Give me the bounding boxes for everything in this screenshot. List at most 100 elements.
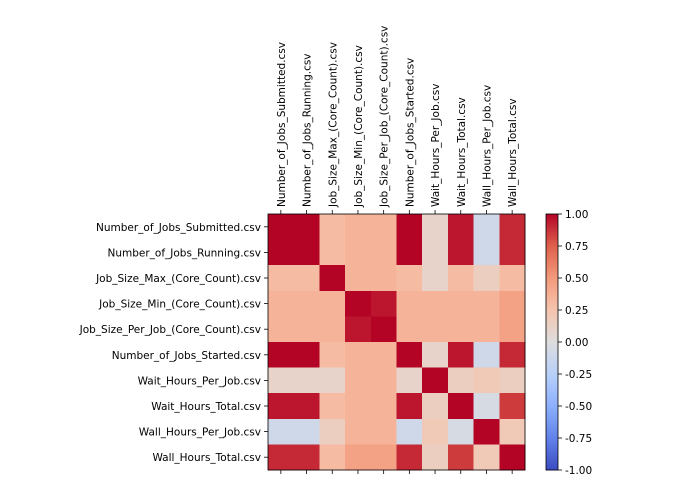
heatmap-cell-r9-c1 (293, 444, 320, 471)
colorbar-segment (546, 288, 558, 291)
colorbar-segment (546, 346, 558, 349)
colorbar-segment (546, 322, 558, 325)
heatmap-cell-r8-c7 (447, 418, 474, 445)
colorbar-segment (546, 332, 558, 335)
colorbar-segment (546, 230, 558, 233)
heatmap-cell-r6-c5 (396, 367, 423, 394)
x-tick-label: Number_of_Jobs_Submitted.csv (276, 42, 288, 207)
heatmap-cell-r7-c6 (422, 393, 449, 420)
heatmap-cell-r5-c8 (473, 342, 500, 368)
colorbar-segment (546, 238, 558, 241)
colorbar-segment (546, 308, 558, 311)
colorbar-segment (546, 402, 558, 405)
colorbar-segment (546, 400, 558, 403)
colorbar-segment (546, 234, 558, 237)
colorbar-segment (546, 394, 558, 397)
heatmap-cell-r2-c1 (293, 265, 320, 292)
heatmap-cell-r6-c3 (345, 367, 372, 394)
heatmap-cell-r1-c0 (268, 239, 294, 266)
colorbar-segment (546, 340, 558, 343)
colorbar-segment (546, 342, 558, 345)
colorbar-segment (546, 408, 558, 411)
heatmap-cell-r6-c8 (473, 367, 500, 394)
colorbar-segment (546, 296, 558, 299)
heatmap-cell-r1-c9 (499, 239, 526, 266)
colorbar-segment (546, 414, 558, 417)
heatmap-cell-r8-c0 (268, 418, 294, 445)
colorbar-tick-label: 0.50 (565, 273, 588, 285)
x-tick-label: Job_Size_Min_(Core_Count).csv (353, 45, 365, 208)
heatmap-cells (267, 213, 526, 471)
colorbar-segment (546, 442, 558, 445)
colorbar-segment (546, 374, 558, 377)
colorbar-segment (546, 384, 558, 387)
heatmap-cell-r4-c0 (268, 316, 294, 343)
colorbar-segment (546, 454, 558, 457)
heatmap-cell-r7-c3 (345, 393, 372, 420)
heatmap-cell-r2-c5 (396, 265, 423, 292)
heatmap-cell-r8-c8 (473, 418, 500, 445)
heatmap-cell-r0-c3 (345, 214, 372, 240)
heatmap-cell-r5-c0 (268, 342, 294, 368)
heatmap-cell-r9-c3 (345, 444, 372, 471)
colorbar-segment (546, 380, 558, 383)
colorbar-segment (546, 388, 558, 391)
colorbar-segment (546, 382, 558, 385)
colorbar-segment (546, 252, 558, 255)
colorbar-segment (546, 326, 558, 329)
heatmap-cell-r2-c8 (473, 265, 500, 292)
heatmap-cell-r9-c9 (499, 444, 526, 471)
colorbar-segment (546, 434, 558, 437)
heatmap-cell-r5-c4 (370, 342, 397, 368)
colorbar-segment (546, 298, 558, 301)
colorbar-segment (546, 392, 558, 395)
heatmap-cell-r9-c5 (396, 444, 423, 471)
colorbar-segment (546, 362, 558, 365)
heatmap-cell-r3-c1 (293, 290, 320, 317)
colorbar-segment (546, 390, 558, 393)
heatmap-cell-r7-c5 (396, 393, 423, 420)
colorbar-segment (546, 438, 558, 441)
colorbar-segment (546, 456, 558, 459)
x-tick-label: Wall_Hours_Total.csv (507, 98, 519, 207)
heatmap-cell-r7-c2 (319, 393, 346, 420)
heatmap-cell-r6-c2 (319, 367, 346, 394)
colorbar-segment (546, 368, 558, 371)
heatmap-cell-r1-c6 (422, 239, 449, 266)
colorbar-tick-label: 0.75 (565, 241, 588, 253)
colorbar-segment (546, 316, 558, 319)
heatmap-cell-r4-c8 (473, 316, 500, 343)
colorbar-segment (546, 224, 558, 227)
colorbar-segment (546, 232, 558, 235)
colorbar-segment (546, 366, 558, 369)
heatmap-cell-r8-c3 (345, 418, 372, 445)
colorbar-segment (546, 428, 558, 431)
heatmap-cell-r3-c2 (319, 290, 346, 317)
colorbar-segment (546, 290, 558, 293)
colorbar-segment (546, 364, 558, 367)
heatmap-cell-r0-c6 (422, 214, 449, 240)
colorbar-segment (546, 378, 558, 381)
colorbar-segment (546, 226, 558, 229)
colorbar-segment (546, 310, 558, 313)
heatmap-cell-r1-c1 (293, 239, 320, 266)
y-tick-label: Job_Size_Min_(Core_Count).csv (98, 299, 261, 311)
colorbar-tick-label: -0.50 (565, 401, 592, 413)
colorbar-segment (546, 274, 558, 277)
heatmap-cell-r7-c8 (473, 393, 500, 420)
colorbar-segment (546, 256, 558, 259)
colorbar-segment (546, 416, 558, 419)
colorbar-segment (546, 466, 558, 469)
colorbar-segment (546, 336, 558, 339)
heatmap-cell-r0-c7 (447, 214, 474, 240)
colorbar-segment (546, 268, 558, 271)
heatmap-cell-r3-c8 (473, 290, 500, 317)
colorbar-segment (546, 304, 558, 307)
colorbar-segment (546, 468, 558, 471)
heatmap-cell-r1-c5 (396, 239, 423, 266)
heatmap-cell-r6-c0 (268, 367, 294, 394)
heatmap-cell-r5-c3 (345, 342, 372, 368)
colorbar-segment (546, 338, 558, 341)
heatmap-cell-r4-c9 (499, 316, 526, 343)
heatmap-cell-r9-c0 (268, 444, 294, 471)
